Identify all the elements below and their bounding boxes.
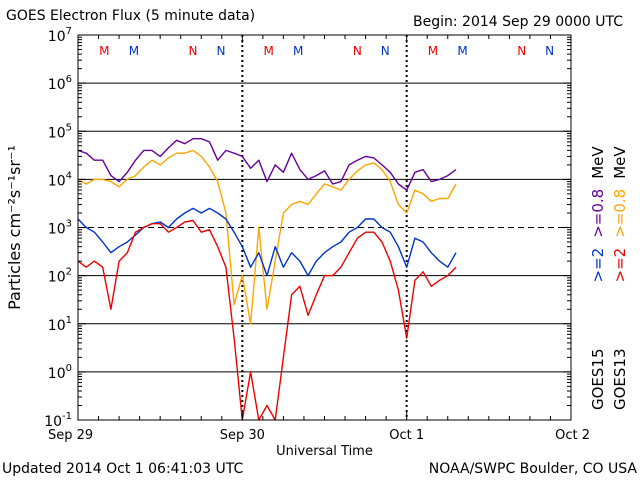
- orbit-marker: N: [353, 44, 362, 58]
- orbit-marker: M: [263, 44, 273, 58]
- orbit-marker: M: [99, 44, 109, 58]
- orbit-marker: M: [428, 44, 438, 58]
- series-line-3: [77, 219, 457, 421]
- orbit-marker: M: [457, 44, 467, 58]
- updated-time: Updated 2014 Oct 1 06:41:03 UTC: [2, 461, 244, 477]
- orbit-marker: M: [129, 44, 139, 58]
- y-tick-label: 100: [48, 363, 72, 382]
- data-source: NOAA/SWPC Boulder, CO USA: [428, 461, 637, 477]
- orbit-marker: N: [381, 44, 390, 58]
- begin-time: Begin: 2014 Sep 29 0000 UTC: [413, 14, 624, 30]
- day-divider-lines: [241, 35, 408, 420]
- x-tick-label: Oct 2: [555, 428, 590, 443]
- y-tick-label: 107: [48, 26, 72, 45]
- x-tick-label: Oct 1: [389, 428, 424, 443]
- grid-layer: [78, 82, 571, 373]
- x-tick-label: Sep 30: [220, 428, 265, 443]
- x-tick-label: Sep 29: [48, 428, 93, 443]
- series-line-0: [77, 137, 457, 191]
- legend-entry: GOES13>=2>=0.8MeV: [611, 146, 629, 410]
- orbit-marker: N: [189, 44, 198, 58]
- orbit-marker: N: [216, 44, 225, 58]
- y-tick-label: 104: [48, 170, 72, 189]
- orbit-marker: M: [293, 44, 303, 58]
- series-layer: [77, 137, 457, 421]
- y-tick-label: 103: [48, 219, 72, 238]
- x-tick-labels: Sep 29 Sep 30 Oct 1 Oct 2: [48, 35, 590, 443]
- orbit-marker: N: [517, 44, 526, 58]
- y-tick-label: 101: [48, 315, 72, 334]
- orbit-marker: N: [545, 44, 554, 58]
- x-axis-label: Universal Time: [276, 444, 373, 459]
- y-tick-label: 10-1: [44, 411, 72, 430]
- y-tick-labels: 107 106 105 104 103 102 101 100 10-1: [44, 26, 571, 430]
- legend-entry: GOES15>=2>=0.8MeV: [589, 146, 607, 410]
- chart-title: GOES Electron Flux (5 minute data): [6, 8, 256, 24]
- series-line-2: [77, 207, 457, 277]
- y-axis-label: Particles cm⁻²s⁻¹sr⁻¹: [5, 145, 24, 310]
- y-tick-label: 102: [48, 267, 72, 286]
- series-line-1: [77, 149, 457, 325]
- y-tick-label: 105: [48, 122, 72, 141]
- y-tick-label: 106: [48, 74, 72, 93]
